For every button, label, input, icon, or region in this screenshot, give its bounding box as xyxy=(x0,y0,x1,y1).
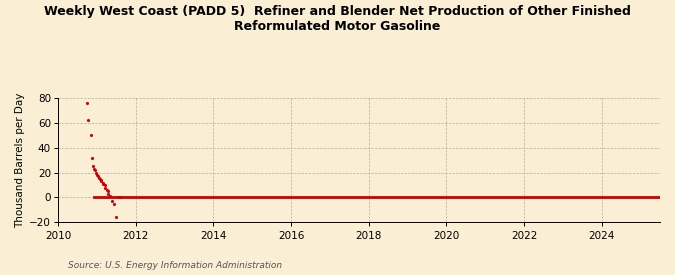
Point xyxy=(91,173,102,177)
Point xyxy=(115,195,126,200)
Text: Weekly West Coast (PADD 5)  Refiner and Blender Net Production of Other Finished: Weekly West Coast (PADD 5) Refiner and B… xyxy=(44,6,631,34)
Point xyxy=(100,185,111,190)
Point xyxy=(87,155,98,160)
Point xyxy=(88,164,99,169)
Point xyxy=(99,183,110,187)
Point xyxy=(88,167,99,171)
Point xyxy=(103,189,113,193)
Point xyxy=(105,194,116,199)
Point xyxy=(82,118,93,122)
Y-axis label: Thousand Barrels per Day: Thousand Barrels per Day xyxy=(15,92,25,228)
Text: Source: U.S. Energy Information Administration: Source: U.S. Energy Information Administ… xyxy=(68,260,281,270)
Point xyxy=(98,182,109,186)
Point xyxy=(103,192,114,196)
Point xyxy=(94,177,105,181)
Point xyxy=(107,199,117,204)
Point xyxy=(96,179,107,183)
Point xyxy=(109,202,119,206)
Point xyxy=(90,170,101,175)
Point xyxy=(86,133,97,137)
Point xyxy=(97,180,108,185)
Point xyxy=(113,195,124,200)
Point xyxy=(111,215,122,220)
Point xyxy=(93,175,104,180)
Point xyxy=(92,174,103,178)
Point xyxy=(95,178,106,182)
Point xyxy=(101,188,112,192)
Point xyxy=(82,101,92,105)
Point xyxy=(90,168,101,172)
